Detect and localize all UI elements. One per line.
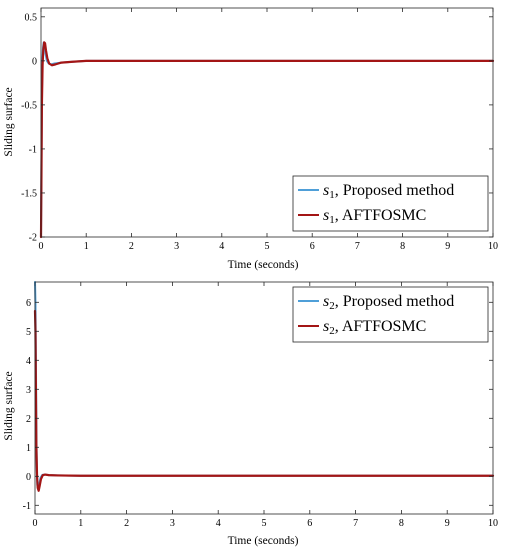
y-tick-label-2-7: 6: [26, 298, 31, 309]
y-tick-label-2-4: 3: [26, 385, 31, 396]
legend-2: s2, Proposed method s2, AFTFOSMC: [292, 286, 489, 343]
legend-label-2-1: s2, AFTFOSMC: [323, 318, 426, 337]
x-tick-label-1-5: 5: [265, 241, 270, 252]
ticks-group-1: 0 1 2 3 4 5 6 7 8 9 10 -2 -1.5 -1 -0.5 0 0.5: [21, 8, 498, 252]
legend-label-1-0: s1, Proposed method: [323, 182, 454, 201]
series-line-1-1: [39, 41, 495, 239]
x-tick-label-1-8: 8: [400, 241, 405, 252]
series-group-2: [33, 281, 495, 492]
x-axis-label-1: Time (seconds): [228, 259, 299, 271]
x-tick-label-1-7: 7: [355, 241, 360, 252]
y-tick-label-2-3: 2: [26, 414, 31, 425]
y-axis-label-2: Sliding surface: [3, 371, 15, 440]
x-axis-label-2: Time (seconds): [228, 535, 299, 547]
x-tick-label-2-4: 4: [216, 518, 221, 529]
x-tick-label-2-3: 3: [170, 518, 175, 529]
plot-frame-1: [40, 7, 494, 238]
x-tick-label-1-9: 9: [445, 241, 450, 252]
x-tick-label-1-10: 10: [488, 241, 498, 252]
y-tick-label-1-2: -1: [29, 144, 37, 155]
x-tick-label-2-1: 1: [78, 518, 83, 529]
x-tick-label-2-9: 9: [445, 518, 450, 529]
x-tick-label-2-7: 7: [353, 518, 358, 529]
legend-label-1-1: s1, AFTFOSMC: [323, 207, 426, 226]
legend-box-2: [292, 286, 489, 343]
x-tick-label-2-10: 10: [488, 518, 498, 529]
y-tick-label-2-1: 0: [26, 472, 31, 483]
chart-panel-2: Sliding surface Time (seconds) 0 1 2 3 4 5 6 7 8…: [3, 281, 498, 547]
series-line-2-1: [33, 309, 495, 492]
legend-1: s1, Proposed method s1, AFTFOSMC: [292, 175, 489, 232]
legend-label-2-0: s2, Proposed method: [323, 293, 454, 312]
x-tick-label-1-6: 6: [310, 241, 315, 252]
x-tick-label-1-4: 4: [219, 241, 224, 252]
x-tick-label-2-6: 6: [307, 518, 312, 529]
x-tick-label-2-0: 0: [33, 518, 38, 529]
y-tick-label-2-2: 1: [26, 443, 31, 454]
x-tick-label-2-8: 8: [399, 518, 404, 529]
plot-frame-2: [34, 281, 494, 515]
y-tick-label-2-0: -1: [23, 501, 31, 512]
series-group-1: [39, 41, 495, 239]
y-axis-label-1: Sliding surface: [3, 87, 15, 156]
x-tick-label-2-2: 2: [124, 518, 129, 529]
y-tick-label-1-1: -1.5: [21, 188, 37, 199]
y-tick-label-2-5: 4: [26, 356, 31, 367]
y-tick-label-1-0: -2: [29, 233, 37, 244]
y-tick-label-2-6: 5: [26, 327, 31, 338]
y-tick-label-1-5: 0.5: [25, 12, 38, 23]
x-tick-label-1-1: 1: [84, 241, 89, 252]
legend-box-1: [292, 175, 489, 232]
x-tick-label-1-3: 3: [174, 241, 179, 252]
x-tick-label-1-0: 0: [39, 241, 44, 252]
x-tick-label-2-5: 5: [262, 518, 267, 529]
chart-panel-1: Sliding surface Time (seconds) 0 1 2 3 4 5 6 7 8…: [3, 7, 498, 271]
y-tick-label-1-3: -0.5: [21, 100, 37, 111]
x-tick-label-1-2: 2: [129, 241, 134, 252]
y-tick-label-1-4: 0: [32, 56, 37, 67]
